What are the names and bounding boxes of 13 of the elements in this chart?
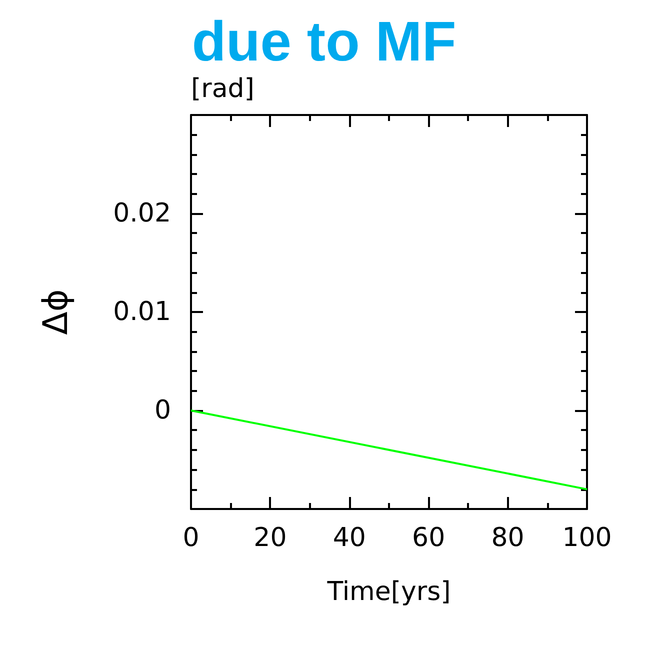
chart-title: due to MF: [192, 10, 456, 72]
y-axis-title: Δϕ: [36, 289, 76, 335]
x-tick-label: 40: [332, 523, 366, 553]
x-tick-label: 20: [254, 523, 287, 553]
y-tick-label: 0: [154, 396, 171, 426]
y-tick-label: 0.02: [113, 198, 171, 228]
x-tick-label: 0: [182, 523, 200, 553]
y-tick-label: 0.01: [113, 297, 171, 327]
x-tick-label: 80: [491, 523, 524, 553]
x-tick-label: 100: [562, 523, 612, 553]
x-tick-label: 60: [412, 523, 446, 553]
x-axis-title: Time[yrs]: [326, 577, 451, 607]
text: [rad]: [191, 74, 254, 104]
